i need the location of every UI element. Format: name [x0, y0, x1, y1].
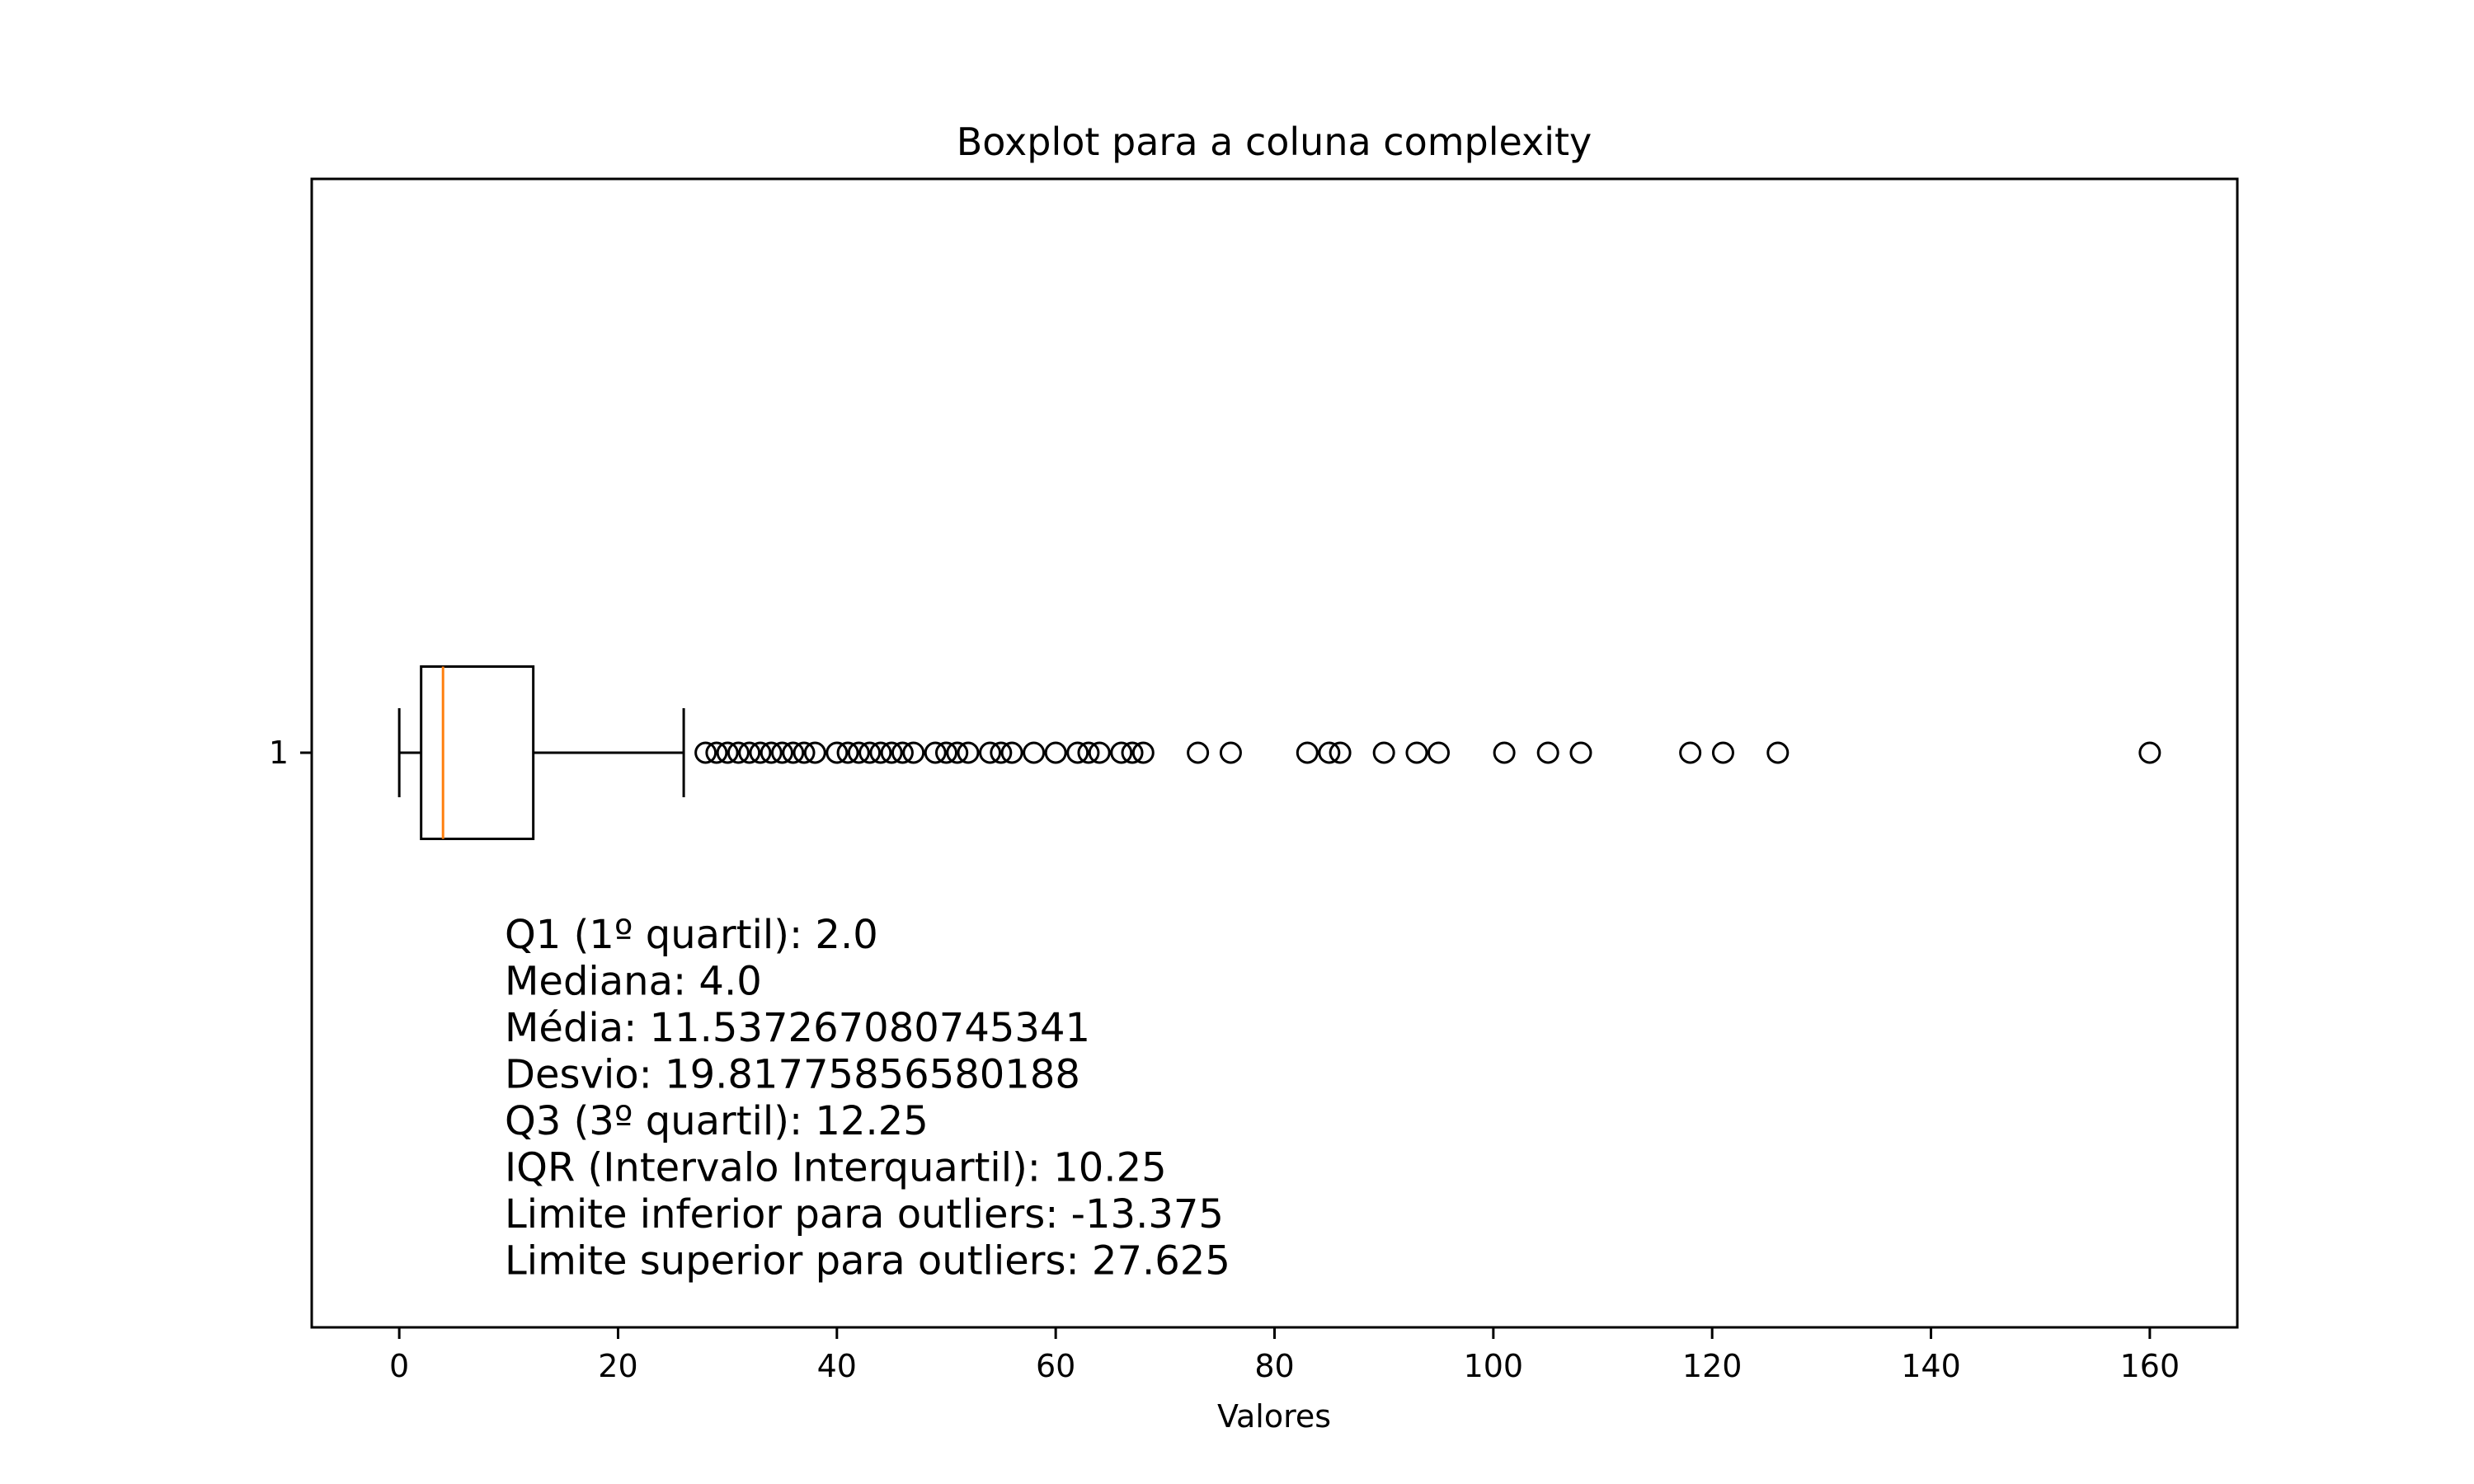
outlier-point: [1000, 741, 1023, 764]
outlier-point: [1077, 741, 1100, 764]
outlier-point: [1536, 741, 1559, 764]
outlier-point: [924, 741, 947, 764]
outlier-point: [880, 741, 903, 764]
outlier-point: [957, 741, 980, 764]
x-axis-label: Valores: [1217, 1398, 1331, 1435]
stat-line: Desvio: 19.81775856580188: [505, 1052, 1080, 1098]
outlier-point: [1766, 741, 1790, 764]
outlier-point: [1296, 741, 1319, 764]
outlier-point: [1044, 741, 1067, 764]
chart-title: Boxplot para a coluna complexity: [957, 120, 1592, 164]
x-tick-label: 80: [1254, 1348, 1294, 1384]
x-tick-label: 100: [1464, 1348, 1524, 1384]
outlier-point: [979, 741, 1002, 764]
x-tick-label: 120: [1682, 1348, 1743, 1384]
outlier-point: [1110, 741, 1133, 764]
outlier-point: [1329, 741, 1352, 764]
outlier-point: [1493, 741, 1516, 764]
box-series: [397, 665, 685, 840]
outlier-point: [1679, 741, 1702, 764]
x-axis: 0 20 40 60 80 100 120 140 160: [389, 1327, 2180, 1384]
stat-line: Q1 (1º quartil): 2.0: [505, 912, 878, 958]
outlier-point: [946, 741, 969, 764]
outlier-point: [902, 741, 925, 764]
y-tick-label: 1: [269, 735, 289, 771]
outlier-point: [705, 741, 728, 764]
outlier-point: [891, 741, 914, 764]
outlier-point: [738, 741, 761, 764]
outlier-point: [1121, 741, 1144, 764]
outlier-point: [869, 741, 892, 764]
outlier-point: [1318, 741, 1341, 764]
outlier-point: [934, 741, 957, 764]
outlier-point: [770, 741, 793, 764]
x-tick-label: 160: [2120, 1348, 2180, 1384]
outlier-points: [694, 741, 2161, 764]
x-tick-label: 0: [389, 1348, 409, 1384]
outlier-point: [782, 741, 805, 764]
x-tick-label: 40: [817, 1348, 857, 1384]
x-tick-label: 140: [1901, 1348, 1961, 1384]
x-tick-label: 60: [1036, 1348, 1075, 1384]
outlier-point: [793, 741, 816, 764]
stat-line: Limite superior para outliers: 27.625: [505, 1238, 1230, 1284]
outlier-point: [858, 741, 882, 764]
outlier-point: [1219, 741, 1242, 764]
x-tick-label: 20: [598, 1348, 637, 1384]
stat-line: IQR (Intervalo Interquartil): 10.25: [505, 1145, 1167, 1191]
outlier-point: [1066, 741, 1089, 764]
outlier-point: [716, 741, 739, 764]
outlier-point: [1187, 741, 1210, 764]
outlier-point: [2138, 741, 2161, 764]
outlier-point: [1372, 741, 1395, 764]
outlier-point: [1131, 741, 1155, 764]
outlier-point: [760, 741, 783, 764]
outlier-point: [727, 741, 750, 764]
outlier-point: [1405, 741, 1428, 764]
y-axis: 1: [269, 735, 312, 771]
outlier-point: [1023, 741, 1046, 764]
outlier-point: [1711, 741, 1734, 764]
outlier-point: [1088, 741, 1111, 764]
stat-line: Q3 (3º quartil): 12.25: [505, 1098, 929, 1144]
outlier-point: [990, 741, 1013, 764]
outlier-point: [1569, 741, 1592, 764]
stat-line: Média: 11.537267080745341: [505, 1005, 1090, 1051]
stat-line: Limite inferior para outliers: -13.375: [505, 1191, 1224, 1237]
outlier-point: [694, 741, 717, 764]
outlier-point: [1427, 741, 1451, 764]
stat-line: Mediana: 4.0: [505, 959, 762, 1005]
outlier-point: [803, 741, 826, 764]
outlier-point: [825, 741, 849, 764]
outlier-point: [749, 741, 772, 764]
outlier-point: [847, 741, 870, 764]
outlier-point: [836, 741, 859, 764]
iqr-box: [420, 665, 535, 840]
